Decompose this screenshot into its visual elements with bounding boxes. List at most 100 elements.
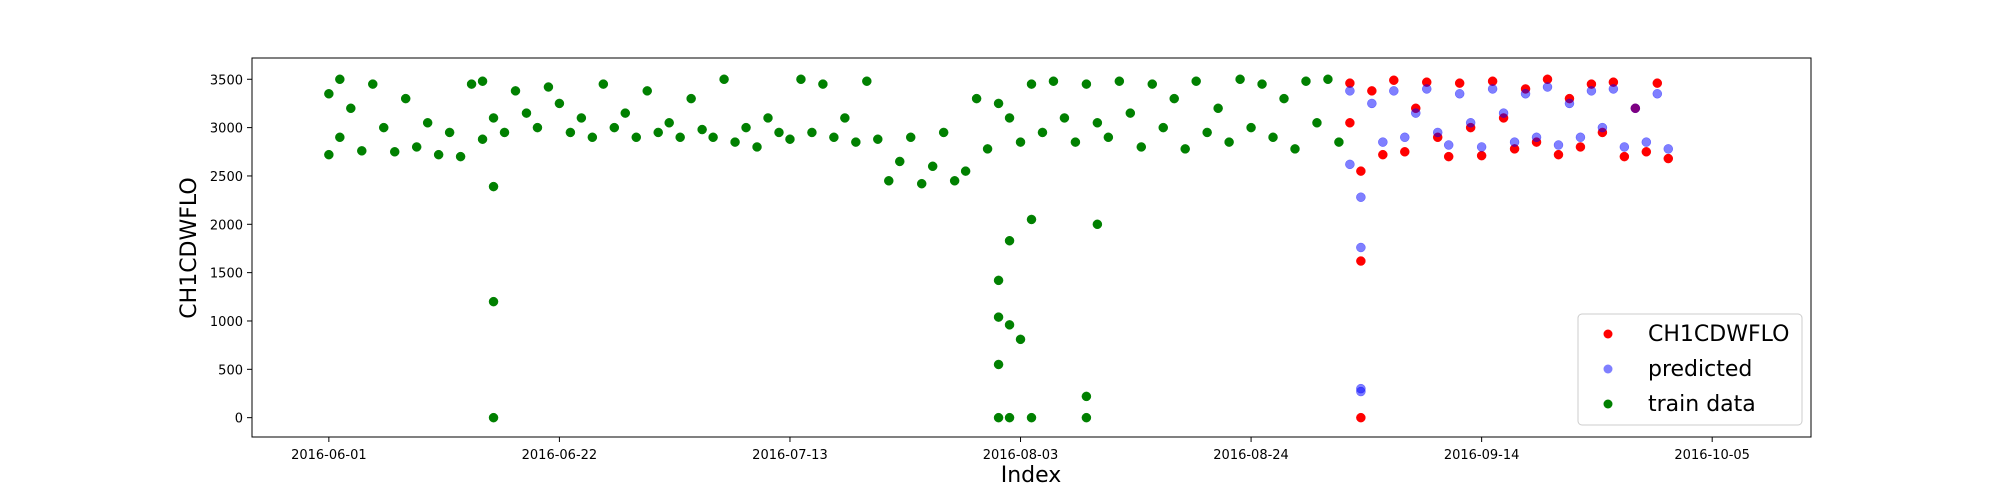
point-train-data — [477, 134, 488, 144]
point-ch1cdwflo — [1553, 149, 1564, 160]
point-ch1cdwflo — [1345, 118, 1355, 128]
y-tick-label: 1000 — [210, 315, 243, 330]
point-train-data — [1136, 142, 1147, 152]
point-predicted — [1389, 86, 1399, 96]
point-train-data — [631, 132, 642, 143]
point-predicted — [1641, 137, 1652, 147]
point-train-data — [488, 296, 499, 307]
point-predicted — [1487, 84, 1498, 94]
point-train-data — [543, 82, 554, 92]
point-train-data — [488, 181, 499, 192]
point-train-data — [1224, 137, 1234, 147]
point-train-data — [389, 147, 400, 157]
point-ch1cdwflo — [1663, 153, 1674, 164]
point-train-data — [818, 79, 828, 89]
point-ch1cdwflo — [1389, 75, 1399, 85]
point-train-data — [905, 132, 916, 143]
point-train-data — [324, 149, 334, 160]
point-train-data — [993, 312, 1004, 322]
point-train-data — [708, 132, 718, 143]
point-train-data — [993, 359, 1004, 370]
point-train-data — [774, 127, 784, 138]
point-ch1cdwflo — [1652, 78, 1663, 88]
point-train-data — [368, 79, 378, 89]
point-train-data — [1191, 76, 1201, 86]
point-ch1cdwflo — [1378, 149, 1388, 160]
point-train-data — [1004, 412, 1015, 423]
point-train-data — [1169, 93, 1179, 104]
point-train-data — [1059, 113, 1070, 123]
point-train-data — [949, 176, 960, 186]
point-train-data — [642, 86, 652, 96]
point-ch1cdwflo — [1575, 142, 1586, 152]
point-train-data — [576, 113, 587, 123]
point-train-data — [1268, 132, 1278, 143]
point-train-data — [1301, 76, 1311, 86]
legend-frame — [1577, 313, 1803, 426]
point-train-data — [477, 76, 488, 86]
y-tick-label: 500 — [218, 363, 243, 378]
point-train-data — [335, 132, 345, 143]
point-train-data — [357, 146, 367, 156]
y-tick-label: 2500 — [210, 170, 243, 185]
point-train-data — [938, 127, 949, 138]
point-ch1cdwflo — [1367, 86, 1377, 96]
point-train-data — [1092, 219, 1103, 230]
point-train-data — [335, 74, 345, 85]
point-predicted — [1356, 192, 1366, 202]
point-train-data — [653, 127, 663, 138]
point-predicted — [1630, 103, 1641, 114]
y-tick-label: 3000 — [210, 122, 243, 137]
point-train-data — [664, 118, 674, 128]
point-train-data — [521, 108, 532, 118]
legend-marker-ch1cdwflo — [1603, 329, 1613, 339]
point-train-data — [1323, 74, 1333, 85]
y-tick-label: 2000 — [210, 218, 243, 233]
legend-marker-train-data — [1603, 399, 1613, 409]
point-train-data — [324, 89, 334, 99]
point-train-data — [675, 132, 685, 143]
point-train-data — [598, 79, 609, 89]
point-train-data — [1004, 235, 1015, 246]
point-ch1cdwflo — [1476, 150, 1487, 161]
point-ch1cdwflo — [1356, 256, 1366, 266]
point-train-data — [1103, 132, 1114, 143]
point-train-data — [807, 127, 817, 138]
point-train-data — [829, 132, 839, 143]
point-train-data — [346, 103, 356, 114]
point-train-data — [554, 98, 565, 109]
point-predicted — [1421, 84, 1432, 94]
y-axis-title: CH1CDWFLO — [177, 177, 202, 318]
point-train-data — [488, 412, 499, 423]
x-tick-label: 2016-07-13 — [752, 448, 828, 463]
point-train-data — [697, 124, 707, 135]
point-train-data — [1246, 122, 1256, 133]
point-ch1cdwflo — [1619, 151, 1630, 162]
point-ch1cdwflo — [1356, 412, 1366, 423]
point-predicted — [1542, 82, 1553, 92]
legend: CH1CDWFLO predicted train data — [1577, 313, 1803, 426]
point-train-data — [686, 93, 696, 104]
point-train-data — [1125, 108, 1136, 118]
point-predicted — [1608, 84, 1619, 94]
point-train-data — [971, 93, 982, 104]
point-train-data — [1312, 118, 1322, 128]
point-predicted — [1663, 144, 1674, 154]
point-train-data — [1081, 412, 1092, 423]
point-train-data — [422, 118, 433, 128]
point-train-data — [1202, 127, 1212, 138]
point-train-data — [796, 74, 806, 85]
point-train-data — [1257, 79, 1267, 89]
point-train-data — [1092, 118, 1103, 128]
point-train-data — [785, 134, 795, 144]
point-train-data — [993, 412, 1004, 423]
point-train-data — [455, 151, 466, 162]
point-ch1cdwflo — [1641, 147, 1652, 157]
point-predicted — [1597, 122, 1608, 133]
x-axis-title: Index — [1001, 463, 1062, 486]
point-train-data — [1026, 79, 1037, 89]
y-tick-label: 0 — [235, 412, 243, 427]
point-train-data — [1290, 144, 1300, 154]
point-train-data — [1279, 93, 1289, 104]
